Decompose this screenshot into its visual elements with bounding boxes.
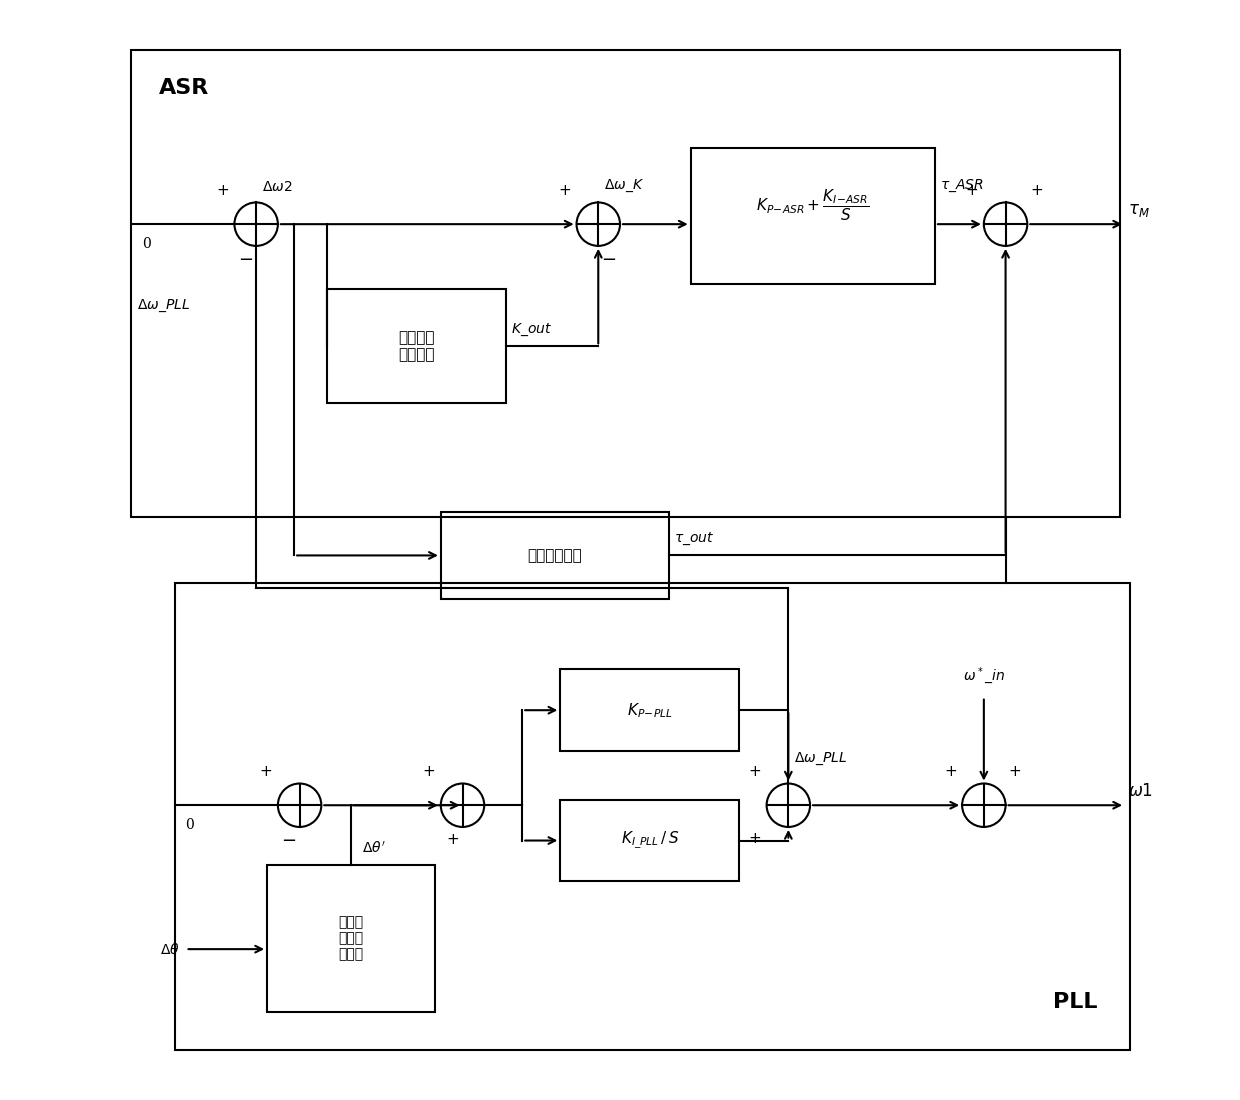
- Text: $\tau\_out$: $\tau\_out$: [675, 530, 714, 547]
- Bar: [560, 670, 739, 751]
- Text: $\Delta\omega\_K$: $\Delta\omega\_K$: [604, 177, 644, 194]
- Text: $\Delta\omega2$: $\Delta\omega2$: [262, 179, 293, 194]
- Text: +: +: [966, 183, 978, 198]
- Text: $\Delta\omega\_PLL$: $\Delta\omega\_PLL$: [136, 297, 190, 313]
- Bar: [175, 583, 1131, 1049]
- Text: +: +: [423, 764, 435, 779]
- Text: +: +: [944, 764, 957, 779]
- Bar: [440, 512, 668, 598]
- Text: $\omega1$: $\omega1$: [1128, 783, 1153, 800]
- Text: $\omega^*\_in$: $\omega^*\_in$: [963, 664, 1004, 685]
- Text: $K_{P\!-\!ASR}+\dfrac{K_{I\!-\!ASR}}{S}$: $K_{P\!-\!ASR}+\dfrac{K_{I\!-\!ASR}}{S}$: [756, 187, 869, 223]
- Bar: [691, 148, 935, 284]
- Text: 力矩补偿算法: 力矩补偿算法: [527, 548, 583, 563]
- Text: +: +: [446, 833, 459, 847]
- Text: 0: 0: [143, 238, 151, 251]
- Circle shape: [234, 202, 278, 246]
- Text: $\tau_M$: $\tau_M$: [1128, 201, 1149, 219]
- Circle shape: [983, 202, 1027, 246]
- Text: +: +: [749, 832, 761, 846]
- Text: 速度波动
提取算法: 速度波动 提取算法: [398, 330, 434, 363]
- Text: ASR: ASR: [159, 77, 208, 98]
- Circle shape: [278, 783, 321, 827]
- Text: $\Delta\theta$: $\Delta\theta$: [160, 942, 180, 957]
- Text: +: +: [1009, 764, 1022, 779]
- Bar: [267, 865, 435, 1012]
- Text: $K_{P\!-\!PLL}$: $K_{P\!-\!PLL}$: [627, 701, 673, 719]
- Text: −: −: [238, 251, 253, 270]
- Text: −: −: [601, 251, 616, 270]
- Bar: [327, 289, 506, 404]
- Text: 轴误差
波动滤
除算法: 轴误差 波动滤 除算法: [339, 915, 363, 961]
- Text: $\Delta\omega\_PLL$: $\Delta\omega\_PLL$: [794, 751, 847, 767]
- Bar: [560, 800, 739, 881]
- Text: PLL: PLL: [1054, 991, 1097, 1012]
- Bar: [131, 51, 1120, 517]
- Circle shape: [962, 783, 1006, 827]
- Text: 0: 0: [186, 818, 195, 833]
- Text: $\Delta\theta'$: $\Delta\theta'$: [362, 842, 386, 856]
- Text: +: +: [1030, 183, 1043, 198]
- Text: +: +: [259, 764, 273, 779]
- Circle shape: [440, 783, 485, 827]
- Text: $\tau\_ASR$: $\tau\_ASR$: [940, 177, 985, 194]
- Text: $K_{I\_PLL}\,/\,S$: $K_{I\_PLL}\,/\,S$: [620, 830, 680, 851]
- Text: $K\_out$: $K\_out$: [511, 321, 553, 338]
- Circle shape: [577, 202, 620, 246]
- Text: −: −: [281, 833, 296, 850]
- Text: +: +: [558, 183, 572, 198]
- Text: +: +: [216, 183, 229, 198]
- Circle shape: [766, 783, 810, 827]
- Text: +: +: [749, 764, 761, 779]
